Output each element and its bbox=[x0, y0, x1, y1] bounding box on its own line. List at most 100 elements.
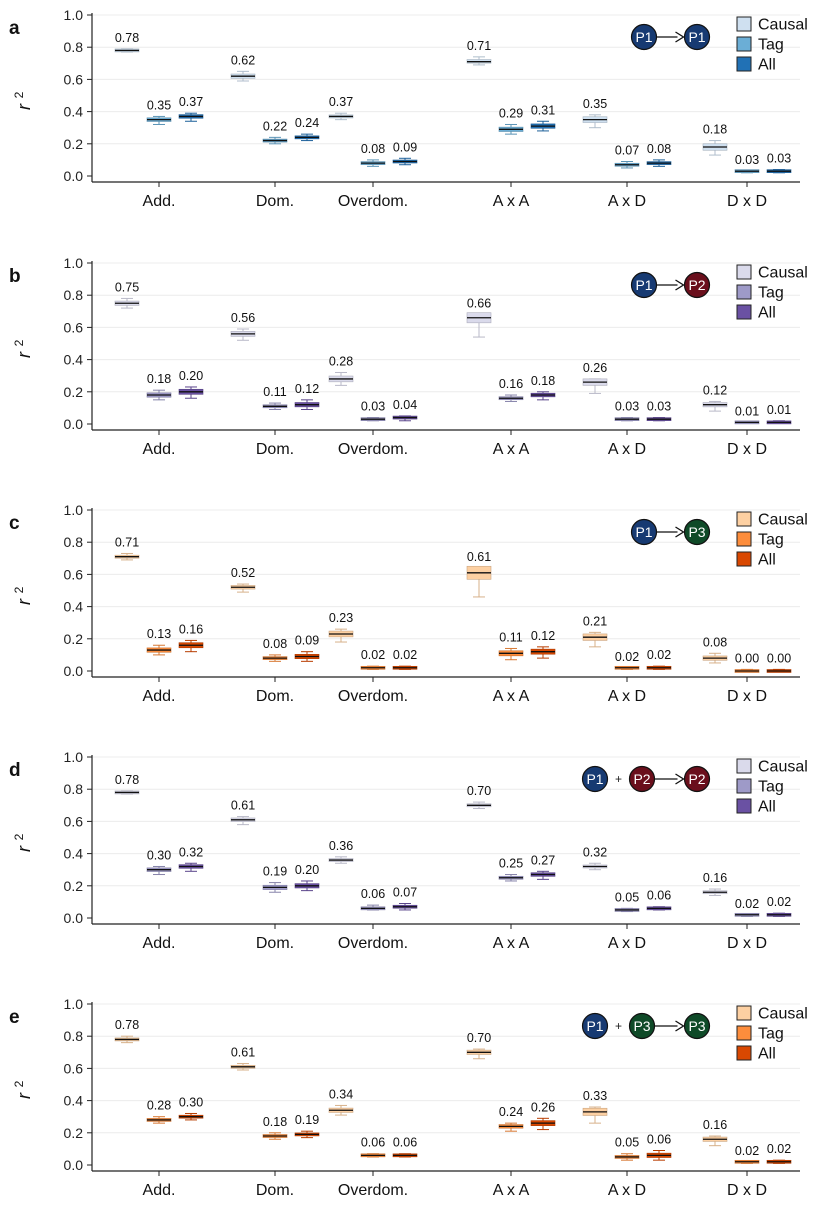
data-label: 0.06 bbox=[393, 1136, 417, 1150]
box-tag: 0.24 bbox=[498, 1105, 524, 1132]
box-all: 0.02 bbox=[392, 648, 418, 670]
data-label: 0.31 bbox=[531, 103, 555, 117]
box-tag: 0.00 bbox=[734, 651, 760, 673]
box-tag: 0.35 bbox=[146, 98, 172, 125]
y-axis-label-superscript: 2 bbox=[12, 91, 26, 98]
legend-label: Causal bbox=[758, 265, 808, 282]
y-tick-label: 0.8 bbox=[64, 534, 84, 550]
data-label: 0.05 bbox=[615, 1136, 639, 1150]
data-label: 0.06 bbox=[647, 1133, 671, 1147]
arrow-head bbox=[675, 279, 685, 291]
data-label: 0.27 bbox=[531, 853, 555, 867]
y-axis-label-superscript: 2 bbox=[12, 833, 26, 840]
box-all: 0.06 bbox=[646, 1133, 672, 1161]
box-causal: 0.71 bbox=[466, 39, 492, 66]
box-all: 0.19 bbox=[294, 1113, 320, 1139]
transfer-diagram: P1 P3 bbox=[630, 518, 711, 546]
box-causal: 0.78 bbox=[114, 773, 140, 795]
data-label: 0.56 bbox=[231, 311, 255, 325]
population-node-label: P2 bbox=[688, 771, 705, 787]
box-all: 0.09 bbox=[294, 634, 320, 662]
legend-label: Tag bbox=[758, 779, 784, 796]
data-label: 0.24 bbox=[499, 1105, 523, 1119]
box-all: 0.12 bbox=[530, 629, 556, 659]
box-causal: 0.08 bbox=[702, 635, 728, 664]
legend-swatch bbox=[736, 798, 752, 814]
box-tag: 0.01 bbox=[734, 404, 760, 425]
legend-swatch bbox=[736, 531, 752, 547]
y-tick-label: 0.4 bbox=[64, 1093, 84, 1109]
box-causal: 0.34 bbox=[328, 1087, 354, 1116]
box-tag: 0.25 bbox=[498, 857, 524, 882]
data-label: 0.06 bbox=[361, 887, 385, 901]
x-tick-label: A x A bbox=[493, 441, 530, 458]
x-tick-label: Dom. bbox=[256, 193, 294, 210]
box-causal: 0.18 bbox=[702, 123, 728, 156]
box-causal: 0.16 bbox=[702, 1118, 728, 1147]
box-causal: 0.75 bbox=[114, 280, 140, 309]
box-causal: 0.35 bbox=[582, 97, 608, 129]
y-axis-label-superscript: 2 bbox=[12, 1080, 26, 1087]
population-node bbox=[683, 1012, 711, 1040]
population-node bbox=[683, 271, 711, 299]
data-label: 0.18 bbox=[703, 123, 727, 137]
box-tag: 0.05 bbox=[614, 890, 640, 913]
y-tick-label: 0.0 bbox=[64, 910, 84, 926]
legend-swatch bbox=[736, 56, 752, 72]
population-node-label: P1 bbox=[635, 29, 652, 45]
box-tag: 0.30 bbox=[146, 848, 172, 876]
box-tag: 0.13 bbox=[146, 627, 172, 656]
transfer-diagram: P1 P1 bbox=[630, 23, 711, 51]
box-causal: 0.32 bbox=[582, 845, 608, 871]
data-label: 0.11 bbox=[263, 385, 286, 399]
x-tick-label: Overdom. bbox=[338, 193, 408, 210]
box-tag: 0.06 bbox=[360, 887, 386, 911]
x-tick-label: D x D bbox=[727, 935, 767, 952]
x-tick-label: Add. bbox=[143, 1182, 176, 1199]
y-axis-label: r bbox=[14, 1092, 34, 1099]
data-label: 0.13 bbox=[147, 627, 171, 641]
data-label: 0.25 bbox=[499, 857, 523, 871]
population-node bbox=[628, 765, 656, 793]
data-label: 0.00 bbox=[735, 651, 759, 665]
data-label: 0.20 bbox=[179, 369, 203, 383]
data-label: 0.24 bbox=[295, 116, 319, 130]
arrow-head bbox=[675, 1020, 685, 1032]
data-label: 0.22 bbox=[263, 119, 287, 133]
legend-swatch bbox=[736, 264, 752, 280]
legend-label: Tag bbox=[758, 532, 784, 549]
y-tick-label: 0.2 bbox=[64, 1125, 84, 1141]
data-label: 0.71 bbox=[115, 535, 139, 549]
box-all: 0.12 bbox=[294, 382, 320, 411]
data-label: 0.61 bbox=[231, 1046, 255, 1060]
x-tick-label: A x D bbox=[608, 441, 646, 458]
box-tag: 0.16 bbox=[498, 377, 524, 402]
box-causal: 0.61 bbox=[230, 1046, 256, 1071]
panel-letter: c bbox=[9, 513, 20, 534]
data-label: 0.29 bbox=[499, 106, 523, 120]
box-all: 0.01 bbox=[766, 403, 792, 425]
x-tick-label: A x D bbox=[608, 193, 646, 210]
data-label: 0.28 bbox=[329, 354, 353, 368]
box-causal: 0.61 bbox=[230, 799, 256, 826]
data-label: 0.12 bbox=[531, 629, 555, 643]
box-all: 0.04 bbox=[392, 398, 418, 422]
population-node bbox=[581, 1012, 609, 1040]
y-tick-label: 0.0 bbox=[64, 168, 84, 184]
y-tick-label: 0.8 bbox=[64, 781, 84, 797]
box-all: 0.24 bbox=[294, 116, 320, 142]
x-tick-label: A x D bbox=[608, 935, 646, 952]
data-label: 0.35 bbox=[147, 98, 171, 112]
y-tick-label: 0.4 bbox=[64, 599, 84, 615]
box-tag: 0.19 bbox=[262, 865, 288, 893]
x-tick-label: A x A bbox=[493, 193, 530, 210]
box-causal: 0.78 bbox=[114, 31, 140, 53]
data-label: 0.34 bbox=[329, 1087, 353, 1101]
legend-label: All bbox=[758, 799, 776, 816]
box-causal: 0.66 bbox=[466, 297, 492, 338]
population-node bbox=[683, 765, 711, 793]
y-tick-label: 0.0 bbox=[64, 416, 84, 432]
x-tick-label: D x D bbox=[727, 1182, 767, 1199]
population-node-label: P3 bbox=[688, 524, 705, 540]
